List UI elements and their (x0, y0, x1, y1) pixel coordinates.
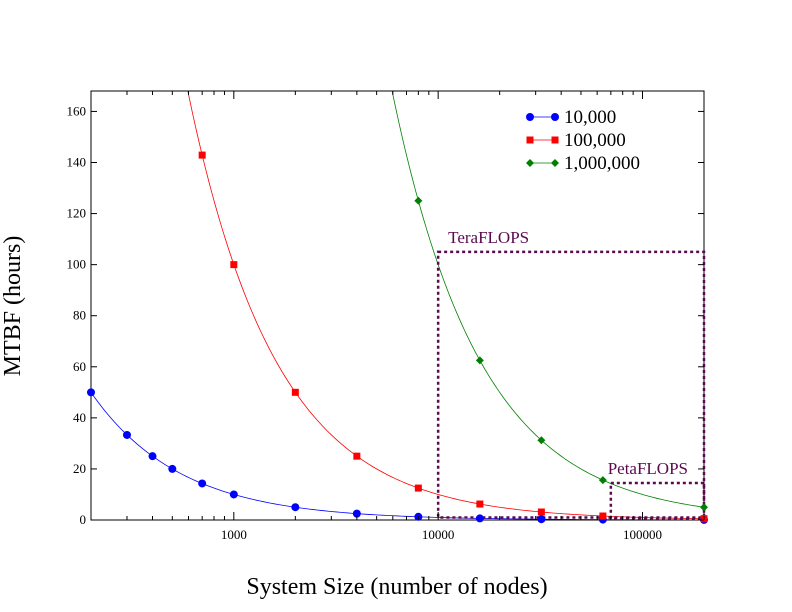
data-point-series-1 (537, 515, 546, 524)
data-point-series-3 (537, 436, 546, 445)
x-tick-label: 100000 (623, 527, 662, 542)
data-point-series-1 (148, 452, 157, 461)
legend-label-3: 1,000,000 (564, 153, 640, 174)
data-point-series-2 (353, 452, 361, 460)
data-point-series-2 (414, 484, 422, 492)
data-point-series-1 (198, 479, 207, 488)
y-axis-title: MTBF (hours) (0, 236, 26, 377)
data-point-series-2 (198, 151, 206, 159)
legend-marker-3 (551, 159, 559, 167)
data-point-series-3 (598, 476, 607, 485)
x-tick-label: 10000 (422, 527, 455, 542)
y-tick-label: 40 (73, 410, 86, 425)
y-tick-label: 20 (73, 461, 86, 476)
flops-regions: TeraFLOPS PetaFLOPS (436, 228, 706, 520)
data-point-series-1 (122, 430, 131, 439)
series-curves (91, 91, 704, 520)
data-point-series-2 (230, 261, 238, 269)
region-label-teraflops: TeraFLOPS (448, 228, 529, 247)
y-tick-label: 0 (80, 512, 87, 527)
y-tick-label: 100 (67, 257, 87, 272)
region-box-petaflops (609, 481, 706, 520)
legend-label-1: 10,000 (564, 107, 616, 128)
data-point-series-1 (168, 464, 177, 473)
data-point-series-1 (87, 388, 95, 397)
y-tick-label: 120 (67, 206, 87, 221)
y-tick-label: 80 (73, 308, 86, 323)
data-point-series-1 (475, 514, 484, 523)
data-point-series-2 (476, 500, 484, 508)
y-tick-label: 160 (67, 103, 87, 118)
legend-label-2: 100,000 (564, 130, 626, 151)
data-point-series-2 (599, 512, 607, 520)
axis-ticks: 0 20 40 60 80 100 120 140 160 1000 10000 100000 (67, 91, 705, 542)
data-point-series-3 (414, 196, 423, 205)
legend-marker-2 (526, 136, 534, 144)
legend-marker-1 (551, 113, 559, 121)
data-point-series-1 (291, 503, 300, 512)
series-line-3 (391, 91, 704, 508)
data-point-series-1 (229, 490, 238, 499)
data-point-series-3 (700, 503, 708, 512)
legend-marker-2 (551, 136, 559, 144)
y-tick-label: 140 (67, 155, 87, 170)
legend-marker-3 (526, 159, 534, 167)
data-point-series-2 (537, 508, 545, 516)
x-axis-title: System Size (number of nodes) (246, 574, 547, 600)
data-point-series-1 (352, 509, 361, 518)
region-label-petaflops: PetaFLOPS (608, 459, 688, 478)
legend-marker-1 (526, 113, 534, 121)
data-point-series-3 (475, 356, 484, 365)
data-point-series-2 (291, 388, 299, 396)
x-tick-label: 1000 (221, 527, 247, 542)
region-box-teraflops (436, 250, 706, 519)
y-tick-label: 60 (73, 359, 86, 374)
